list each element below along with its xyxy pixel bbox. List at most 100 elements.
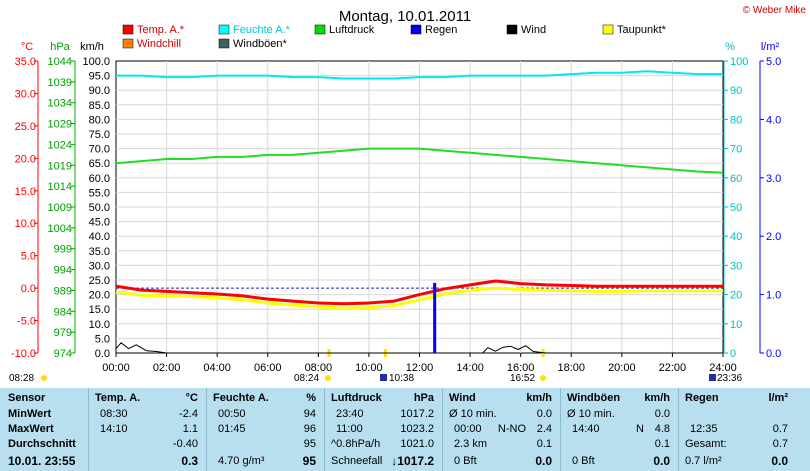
- pressure-avg: 1021.0: [400, 438, 434, 450]
- temp-min: -2.4: [179, 408, 198, 420]
- min-label: MinWert: [8, 408, 52, 420]
- legend: Temp. A.* Feuchte A.* Luftdruck Regen Wind Ta…: [122, 24, 667, 50]
- wind-column: Wind km/h Ø 10 min. 0.0 00:00 N-NO 2.4 2.3 k…: [442, 388, 560, 471]
- max-label: MaxWert: [8, 423, 54, 435]
- rain-total-label: Gesamt:: [685, 438, 727, 450]
- pressure-tick-label: 1034: [48, 98, 72, 110]
- wind-tick-label: 35.0: [89, 246, 110, 258]
- wind-current: 0.0: [535, 454, 552, 468]
- pressure-tick-label: 999: [54, 244, 72, 256]
- events: 08:28 08:24 10:38 16:52 23:36: [9, 373, 742, 384]
- humidity-tick-label: 0: [730, 348, 736, 360]
- wind-tick-label: 5.0: [95, 333, 110, 345]
- humidity-unit: %: [306, 392, 316, 404]
- wind-max-time: 00:00: [454, 423, 482, 435]
- wind-tick-label: 30.0: [89, 260, 110, 272]
- x-tick-label: 18:00: [557, 362, 585, 374]
- rain-max-time: 12:35: [690, 423, 718, 435]
- sun-marker-icon: [325, 375, 331, 381]
- pressure-tick-label: 979: [54, 327, 72, 339]
- wind-tick-label: 95.0: [89, 71, 110, 83]
- chart-title: Montag, 10.01.2011: [339, 8, 471, 25]
- weather-chart: Montag, 10.01.2011 © Weber Mike Temp. A.…: [9, 5, 807, 384]
- gust-unit: km/h: [644, 392, 670, 404]
- x-tick-label: 02:00: [153, 362, 181, 374]
- x-tick-label: 24:00: [709, 362, 737, 374]
- sunset-marker-label: 23:36: [717, 373, 742, 384]
- x-tick-label: 22:00: [659, 362, 687, 374]
- temp-column: Temp. A. °C 08:30 -2.4 14:10 1.1 -0.40 0.3: [88, 388, 206, 471]
- sunset-marker-icon: [709, 374, 716, 381]
- sunrise-label: 08:28: [9, 373, 34, 384]
- pressure-tick-label: 1044: [48, 56, 72, 68]
- legend-swatch: [314, 24, 326, 35]
- rain-max: 0.7: [772, 423, 788, 435]
- rain-header: Regen: [685, 392, 719, 404]
- rain-tick-label: 3.0: [766, 173, 781, 185]
- legend-swatch: [506, 24, 518, 35]
- temp-tick-label: -10.0: [11, 348, 36, 360]
- pressure-min-time: 23:40: [336, 408, 364, 420]
- wind-header: Wind: [449, 392, 476, 404]
- pressure-tick-label: 1024: [48, 139, 72, 151]
- credit-text: © Weber Mike: [743, 5, 807, 16]
- wind-tick-label: 80.0: [89, 114, 110, 126]
- x-tick-label: 12:00: [406, 362, 434, 374]
- humidity-max-time: 01:45: [218, 423, 246, 435]
- avg-label: Durchschnitt: [8, 438, 76, 450]
- gust-max-time: 14:40: [572, 423, 600, 435]
- wind-tick-label: 90.0: [89, 85, 110, 97]
- wind-tick-label: 50.0: [89, 202, 110, 214]
- wind-tick-label: 20.0: [89, 290, 110, 302]
- moonrise-icon: [380, 374, 387, 381]
- axes: 35.0 30.0 25.0 20.0 15.0 10.0 5.0 0.0 -5.0 -10.0 1…: [11, 56, 781, 374]
- humidity-tick-label: 50: [730, 202, 742, 214]
- wind-unit-label: km/h: [80, 41, 104, 53]
- x-tick-label: 20:00: [608, 362, 636, 374]
- rain-unit: l/m²: [768, 392, 788, 404]
- legend-swatch: [218, 24, 230, 35]
- pressure-tick-label: 1019: [48, 160, 72, 172]
- gust-avg: 0.0: [654, 408, 670, 420]
- temp-tick-label: 5.0: [21, 251, 36, 263]
- wind-mean: 0.1: [536, 438, 552, 450]
- legend-label: Feuchte A.*: [233, 24, 291, 36]
- rain-column: Regen l/m² 12:35 0.7 Gesamt: 0.7 0.7 l/m² 0.…: [678, 388, 796, 471]
- legend-swatch: [122, 38, 134, 49]
- humidity-min: 94: [303, 408, 316, 420]
- temp-tick-label: 20.0: [15, 153, 36, 165]
- pressure-header: Luftdruck: [331, 392, 382, 404]
- wind-tick-label: 75.0: [89, 129, 110, 141]
- wind-tick-label: 70.0: [89, 144, 110, 156]
- pressure-tick-label: 1004: [48, 223, 72, 235]
- temp-tick-label: 30.0: [15, 88, 36, 100]
- legend-label: Temp. A.*: [137, 24, 185, 36]
- legend-swatch: [122, 24, 134, 35]
- temp-max-time: 14:10: [100, 423, 128, 435]
- humidity-tick-label: 100: [730, 56, 748, 68]
- temp-tick-label: 15.0: [15, 186, 36, 198]
- gust-avg-label: Ø 10 min.: [567, 408, 615, 420]
- temp-tick-label: 10.0: [15, 218, 36, 230]
- legend-label: Windchill: [137, 38, 181, 50]
- pressure-min: 1017.2: [400, 408, 434, 420]
- temp-tick-label: 25.0: [15, 121, 36, 133]
- sensor-header: Sensor: [8, 392, 46, 404]
- sunrise-marker-label: 08:24: [294, 373, 319, 384]
- moonrise-label: 10:38: [389, 373, 414, 384]
- rain-bar: [433, 282, 437, 353]
- legend-swatch: [602, 24, 614, 35]
- pressure-tick-label: 1009: [48, 202, 72, 214]
- legend-label: Luftdruck: [329, 24, 375, 36]
- rain-tick-label: 5.0: [766, 56, 781, 68]
- humidity-tick-label: 80: [730, 114, 742, 126]
- rain-day-total: 0.7 l/m²: [685, 455, 722, 467]
- legend-label: Windböen*: [233, 38, 288, 50]
- pressure-tick-label: 989: [54, 285, 72, 297]
- series: [115, 70, 724, 354]
- axis-units: °C hPa km/h % l/m²: [21, 41, 780, 53]
- pressure-max-time: 11:00: [336, 423, 363, 435]
- sensor-column: Sensor MinWert MaxWert Durchschnitt 10.0…: [0, 388, 88, 471]
- gust-mean: 0.1: [654, 438, 670, 450]
- series-line: [115, 147, 724, 174]
